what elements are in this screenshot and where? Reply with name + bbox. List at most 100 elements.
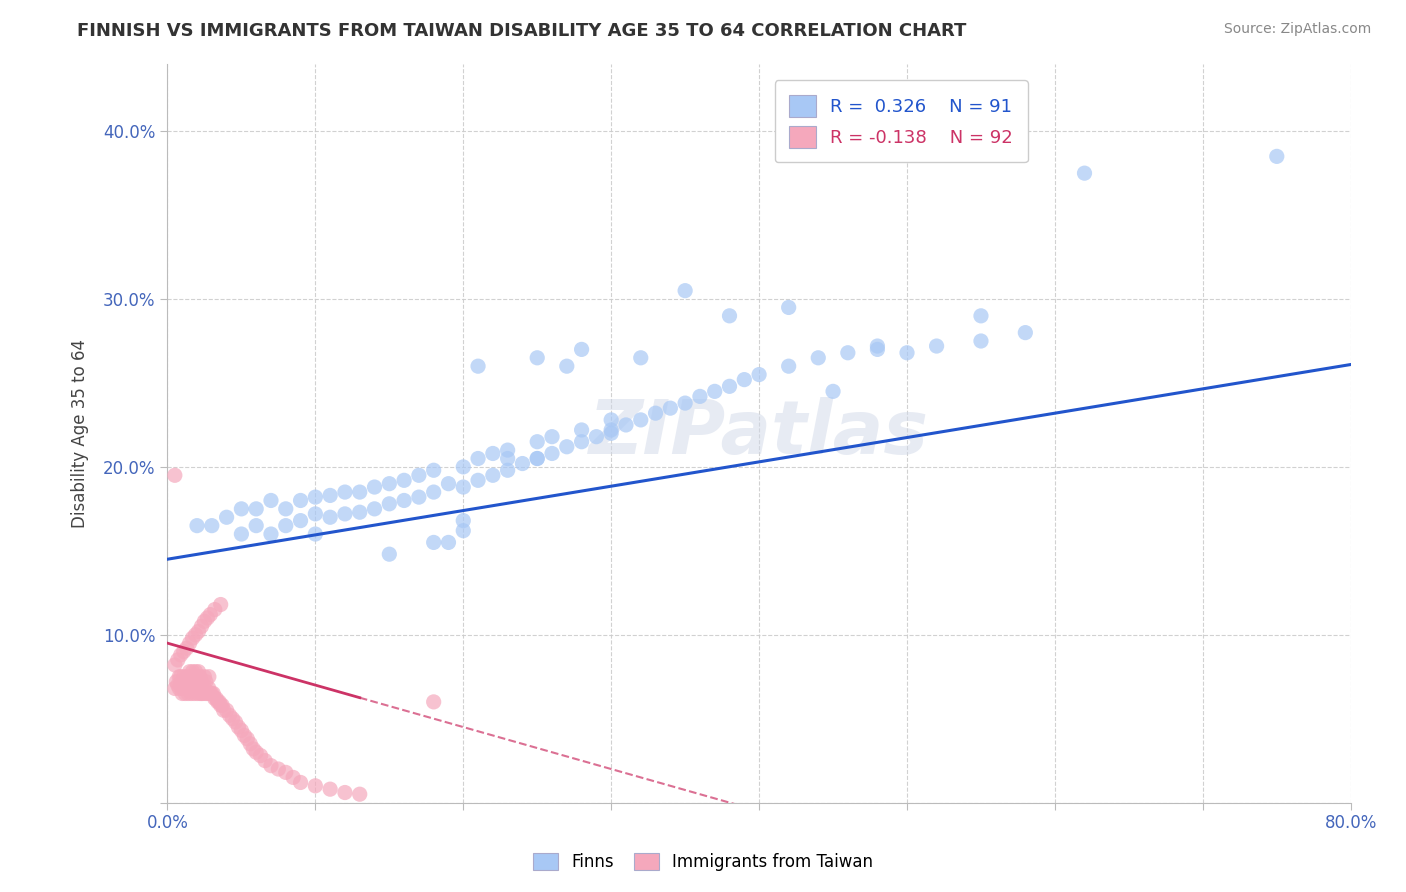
Point xyxy=(392,473,415,487)
Point xyxy=(260,758,283,772)
Point xyxy=(249,748,271,763)
Point xyxy=(176,641,198,656)
Point xyxy=(190,686,212,700)
Point xyxy=(190,674,212,689)
Point xyxy=(193,670,215,684)
Point xyxy=(228,720,250,734)
Point xyxy=(205,691,228,706)
Point xyxy=(204,602,226,616)
Point xyxy=(349,787,371,801)
Point xyxy=(184,628,207,642)
Point xyxy=(630,413,652,427)
Point xyxy=(194,686,217,700)
Point xyxy=(186,686,208,700)
Point xyxy=(600,413,623,427)
Point xyxy=(319,510,342,524)
Point xyxy=(378,497,401,511)
Point xyxy=(200,607,222,622)
Point xyxy=(496,451,519,466)
Point xyxy=(571,423,593,437)
Point xyxy=(183,686,205,700)
Point xyxy=(242,742,264,756)
Point xyxy=(260,493,283,508)
Point xyxy=(821,384,844,399)
Point xyxy=(163,657,186,672)
Point xyxy=(231,527,253,541)
Point xyxy=(190,619,212,633)
Point xyxy=(245,518,267,533)
Point xyxy=(177,674,200,689)
Point xyxy=(215,703,238,717)
Point xyxy=(496,463,519,477)
Y-axis label: Disability Age 35 to 64: Disability Age 35 to 64 xyxy=(72,339,89,528)
Point xyxy=(169,670,191,684)
Point xyxy=(600,423,623,437)
Point xyxy=(207,695,229,709)
Point xyxy=(304,490,326,504)
Point xyxy=(422,485,444,500)
Point xyxy=(166,678,188,692)
Point xyxy=(571,343,593,357)
Point xyxy=(733,373,755,387)
Point xyxy=(198,670,221,684)
Point xyxy=(422,695,444,709)
Point xyxy=(186,670,208,684)
Point xyxy=(218,708,240,723)
Point xyxy=(673,284,696,298)
Point xyxy=(512,457,534,471)
Point xyxy=(467,451,489,466)
Point xyxy=(180,670,202,684)
Point xyxy=(181,681,204,696)
Point xyxy=(184,665,207,679)
Point xyxy=(194,674,217,689)
Point xyxy=(260,527,283,541)
Point xyxy=(526,351,548,365)
Point xyxy=(208,695,231,709)
Point xyxy=(169,681,191,696)
Point xyxy=(333,785,356,799)
Point xyxy=(541,446,564,460)
Point xyxy=(188,670,211,684)
Point xyxy=(333,485,356,500)
Point xyxy=(163,468,186,483)
Point xyxy=(807,351,830,365)
Point xyxy=(212,703,235,717)
Point xyxy=(408,490,430,504)
Point xyxy=(451,524,474,538)
Point xyxy=(245,501,267,516)
Text: Source: ZipAtlas.com: Source: ZipAtlas.com xyxy=(1223,22,1371,37)
Point xyxy=(195,686,218,700)
Point xyxy=(165,674,187,689)
Point xyxy=(304,527,326,541)
Point xyxy=(422,463,444,477)
Point xyxy=(778,359,800,374)
Point xyxy=(673,396,696,410)
Point xyxy=(349,485,371,500)
Point xyxy=(221,712,243,726)
Point xyxy=(555,440,578,454)
Point xyxy=(267,762,290,776)
Point xyxy=(896,345,918,359)
Point xyxy=(188,686,211,700)
Point xyxy=(541,430,564,444)
Point xyxy=(837,345,859,359)
Point xyxy=(970,309,993,323)
Point xyxy=(209,698,232,713)
Point xyxy=(659,401,682,416)
Point xyxy=(526,451,548,466)
Point xyxy=(319,782,342,797)
Point xyxy=(1265,149,1288,163)
Point xyxy=(181,631,204,645)
Point xyxy=(304,779,326,793)
Point xyxy=(585,430,607,444)
Point xyxy=(437,476,460,491)
Point xyxy=(1014,326,1036,340)
Point xyxy=(363,480,385,494)
Point xyxy=(183,670,205,684)
Point xyxy=(319,488,342,502)
Point xyxy=(184,681,207,696)
Point xyxy=(451,459,474,474)
Point xyxy=(180,686,202,700)
Point xyxy=(451,514,474,528)
Point xyxy=(496,443,519,458)
